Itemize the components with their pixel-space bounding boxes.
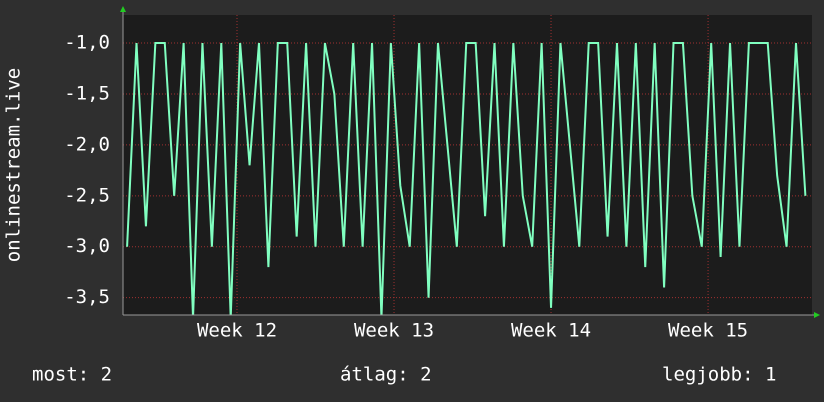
y-axis-label: onlinestream.live <box>3 68 25 262</box>
y-tick-label: -1,0 <box>64 32 110 54</box>
data-line <box>126 42 807 315</box>
footer-average: átlag: 2 <box>340 364 432 386</box>
y-tick-label: -2,0 <box>64 133 110 155</box>
y-tick-label: -1,5 <box>64 82 110 104</box>
y-tick-label: -3,5 <box>64 286 110 308</box>
lines <box>126 42 807 315</box>
footer-current: most: 2 <box>32 364 112 386</box>
x-tick-label: Week 13 <box>354 320 434 342</box>
x-tick-label: Week 12 <box>197 320 277 342</box>
axis-arrow <box>814 312 820 318</box>
plot-area <box>123 15 812 315</box>
x-tick-label: Week 14 <box>511 320 591 342</box>
y-tick-label: -2,5 <box>64 184 110 206</box>
x-tick-label: Week 15 <box>668 320 748 342</box>
axis-arrow <box>120 6 126 12</box>
footer-best: legjobb: 1 <box>662 364 776 386</box>
y-tick-label: -3,0 <box>64 235 110 257</box>
